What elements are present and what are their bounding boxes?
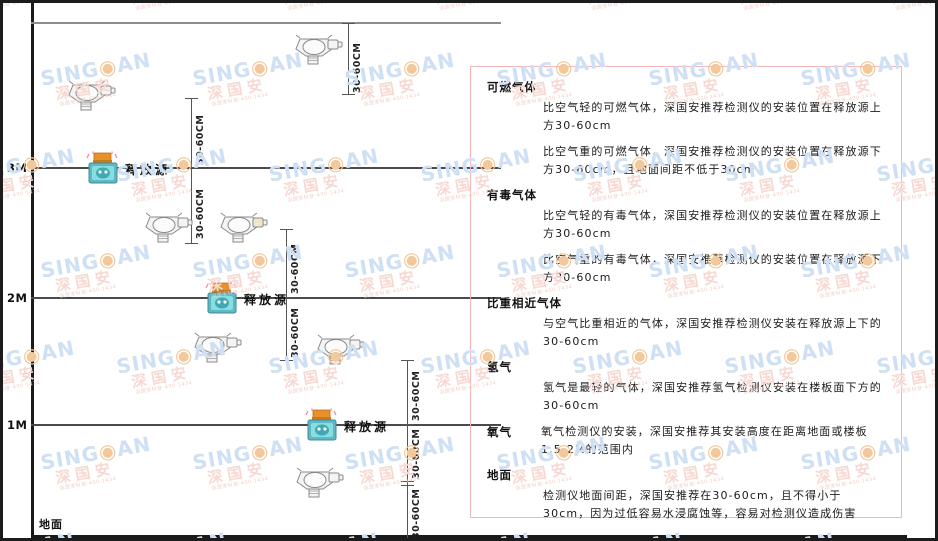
dimension-tick	[185, 243, 198, 245]
dimension-label: 30-60CM	[411, 428, 422, 479]
gas-detector-icon	[294, 25, 346, 67]
panel-body: 可燃气体 比空气轻的可燃气体，深国安推荐检测仪的安装位置在释放源上方30-60cm…	[485, 79, 887, 523]
dimension-tick	[401, 360, 414, 362]
dimension-label: 30-60CM	[411, 488, 422, 539]
dimension-label: 30-60CM	[290, 307, 301, 358]
dimension-label: 30-60CM	[290, 243, 301, 294]
panel-section-title: 有毒气体	[487, 188, 537, 202]
dimension-tick	[280, 360, 293, 362]
level-line-2m	[31, 297, 501, 299]
dimension-line-d	[407, 360, 409, 538]
gas-detector-icon	[67, 71, 119, 113]
gas-detector-icon	[144, 203, 196, 245]
axis-label-3m: 3M	[7, 161, 28, 175]
dimension-label: 30-60CM	[195, 188, 206, 239]
panel-section-text: 比空气重的有毒气体，深国安推荐检测仪的安装位置在释放源下方30-60cm	[543, 253, 882, 284]
dimension-tick	[342, 23, 355, 25]
panel-section-title: 地面	[487, 468, 512, 482]
dimension-tick	[342, 94, 355, 96]
panel-section-title: 氧气	[487, 425, 512, 439]
gas-detector-icon	[316, 325, 368, 367]
level-line-3m	[31, 167, 501, 169]
ground-label: 地面	[39, 518, 63, 531]
release-source-label: 释放源	[344, 420, 390, 434]
panel-section-title: 比重相近气体	[487, 296, 562, 310]
panel-section: 可燃气体 比空气轻的可燃气体，深国安推荐检测仪的安装位置在释放源上方30-60cm…	[485, 79, 887, 179]
dimension-tick	[401, 424, 414, 426]
dimension-tick	[401, 481, 414, 483]
vertical-axis	[31, 3, 34, 538]
gas-detector-icon	[193, 323, 245, 365]
axis-label-1m: 1M	[7, 418, 28, 432]
panel-section-text: 比空气轻的有毒气体，深国安推荐检测仪的安装位置在释放源上方30-60cm	[543, 209, 882, 240]
dimension-tick	[401, 485, 414, 487]
release-source-icon	[84, 151, 122, 185]
dimension-tick	[280, 297, 293, 299]
ceiling-line	[31, 22, 501, 24]
panel-section: 氧气 氧气检测仪的安装，深国安推荐其安装高度在距离地面或楼板1.5-2M的范围内	[485, 423, 887, 459]
release-source-label: 释放源	[244, 293, 290, 307]
gas-detector-icon	[219, 203, 271, 245]
ground-line	[31, 535, 907, 538]
panel-section-text: 比空气重的可燃气体，深国安推荐检测仪的安装位置在释放源下方30-60cm，且地面…	[543, 145, 882, 176]
panel-section-text: 氧气检测仪的安装，深国安推荐其安装高度在距离地面或楼板1.5-2M的范围内	[541, 425, 868, 456]
level-line-1m	[31, 424, 501, 426]
panel-section-title: 可燃气体	[487, 80, 537, 94]
panel-section-text: 检测仪地面间距，深国安推荐在30-60cm，且不得小于30cm，因为过低容易水浸…	[543, 489, 857, 520]
panel-section: 地面检测仪地面间距，深国安推荐在30-60cm，且不得小于30cm，因为过低容易…	[485, 467, 887, 523]
release-source-icon	[203, 281, 241, 315]
installation-guidance-panel: 可燃气体 比空气轻的可燃气体，深国安推荐检测仪的安装位置在释放源上方30-60cm…	[470, 66, 902, 520]
release-source-label: 释放源	[125, 163, 171, 177]
dimension-label: 30-60CM	[411, 370, 422, 421]
dimension-tick	[185, 98, 198, 100]
release-source-icon	[303, 408, 341, 442]
dimension-line-a	[348, 23, 350, 95]
dimension-line-c	[286, 229, 288, 361]
gas-detector-icon	[295, 458, 347, 500]
dimension-tick	[280, 229, 293, 231]
panel-section-text: 比空气轻的可燃气体，深国安推荐检测仪的安装位置在释放源上方30-60cm	[543, 101, 882, 132]
panel-section-text: 与空气比重相近的气体，深国安推荐检测仪安装在释放源上下的30-60cm	[543, 317, 882, 348]
dimension-line-b	[191, 98, 193, 244]
axis-label-2m: 2M	[7, 291, 28, 305]
installation-diagram: 3M 2M 1M 地面 30-60CM 30-60CM 30-60CM 30-6…	[3, 3, 935, 538]
panel-section-text: 氢气是最轻的气体，深国安推荐氢气检测仪安装在楼板面下方的30-60cm	[543, 381, 882, 412]
panel-section: 比重相近气体与空气比重相近的气体，深国安推荐检测仪安装在释放源上下的30-60c…	[485, 295, 887, 351]
panel-section: 氢气氢气是最轻的气体，深国安推荐氢气检测仪安装在楼板面下方的30-60cm	[485, 359, 887, 415]
dimension-label: 30-60CM	[195, 114, 206, 165]
panel-section-title: 氢气	[487, 360, 512, 374]
panel-section: 有毒气体 比空气轻的有毒气体，深国安推荐检测仪的安装位置在释放源上方30-60cm…	[485, 187, 887, 287]
dimension-label: 30-60CM	[352, 42, 363, 93]
dimension-tick	[185, 167, 198, 169]
